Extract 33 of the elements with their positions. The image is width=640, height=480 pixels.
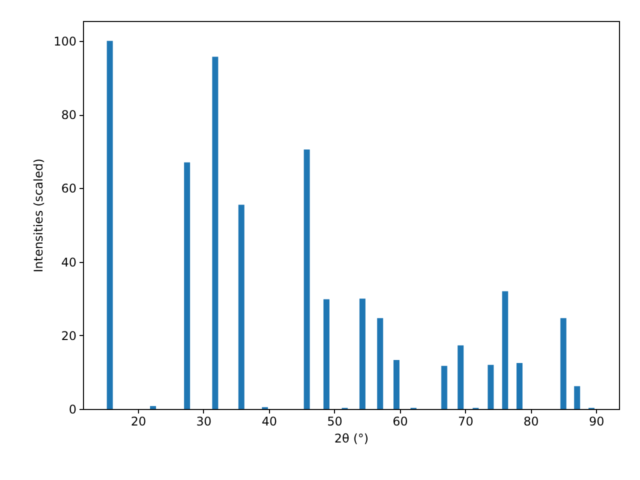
y-tick-label: 20 bbox=[61, 328, 76, 343]
bar bbox=[458, 345, 464, 409]
y-tick-label: 100 bbox=[54, 34, 76, 48]
bar bbox=[212, 56, 218, 409]
bar bbox=[441, 366, 448, 409]
bar bbox=[377, 318, 384, 409]
x-tick-label: 50 bbox=[327, 414, 342, 428]
x-tick-label: 40 bbox=[262, 414, 278, 428]
y-tick-label: 80 bbox=[61, 108, 76, 122]
bar bbox=[359, 298, 366, 409]
bar bbox=[502, 291, 508, 409]
y-tick-label: 60 bbox=[61, 182, 76, 196]
bar bbox=[150, 406, 156, 409]
x-tick-label: 80 bbox=[524, 414, 539, 428]
x-tick-label: 90 bbox=[588, 414, 604, 428]
bar bbox=[304, 149, 310, 409]
x-tick-label: 60 bbox=[392, 414, 408, 428]
bar bbox=[184, 162, 190, 409]
y-tick-label: 40 bbox=[61, 255, 76, 270]
bar bbox=[560, 318, 566, 409]
y-tick-label: 0 bbox=[68, 402, 76, 416]
x-tick-label: 70 bbox=[458, 414, 474, 428]
bar bbox=[238, 204, 244, 409]
bar bbox=[488, 364, 494, 409]
bar bbox=[106, 40, 113, 409]
y-axis-title: Intensities (scaled) bbox=[32, 158, 46, 272]
bar bbox=[516, 362, 523, 409]
bar bbox=[574, 386, 580, 409]
bar bbox=[393, 360, 400, 409]
x-axis-title: 2θ (°) bbox=[334, 432, 369, 446]
bar bbox=[323, 299, 330, 409]
x-tick-label: 30 bbox=[196, 414, 212, 428]
x-tick-label: 20 bbox=[130, 414, 146, 428]
